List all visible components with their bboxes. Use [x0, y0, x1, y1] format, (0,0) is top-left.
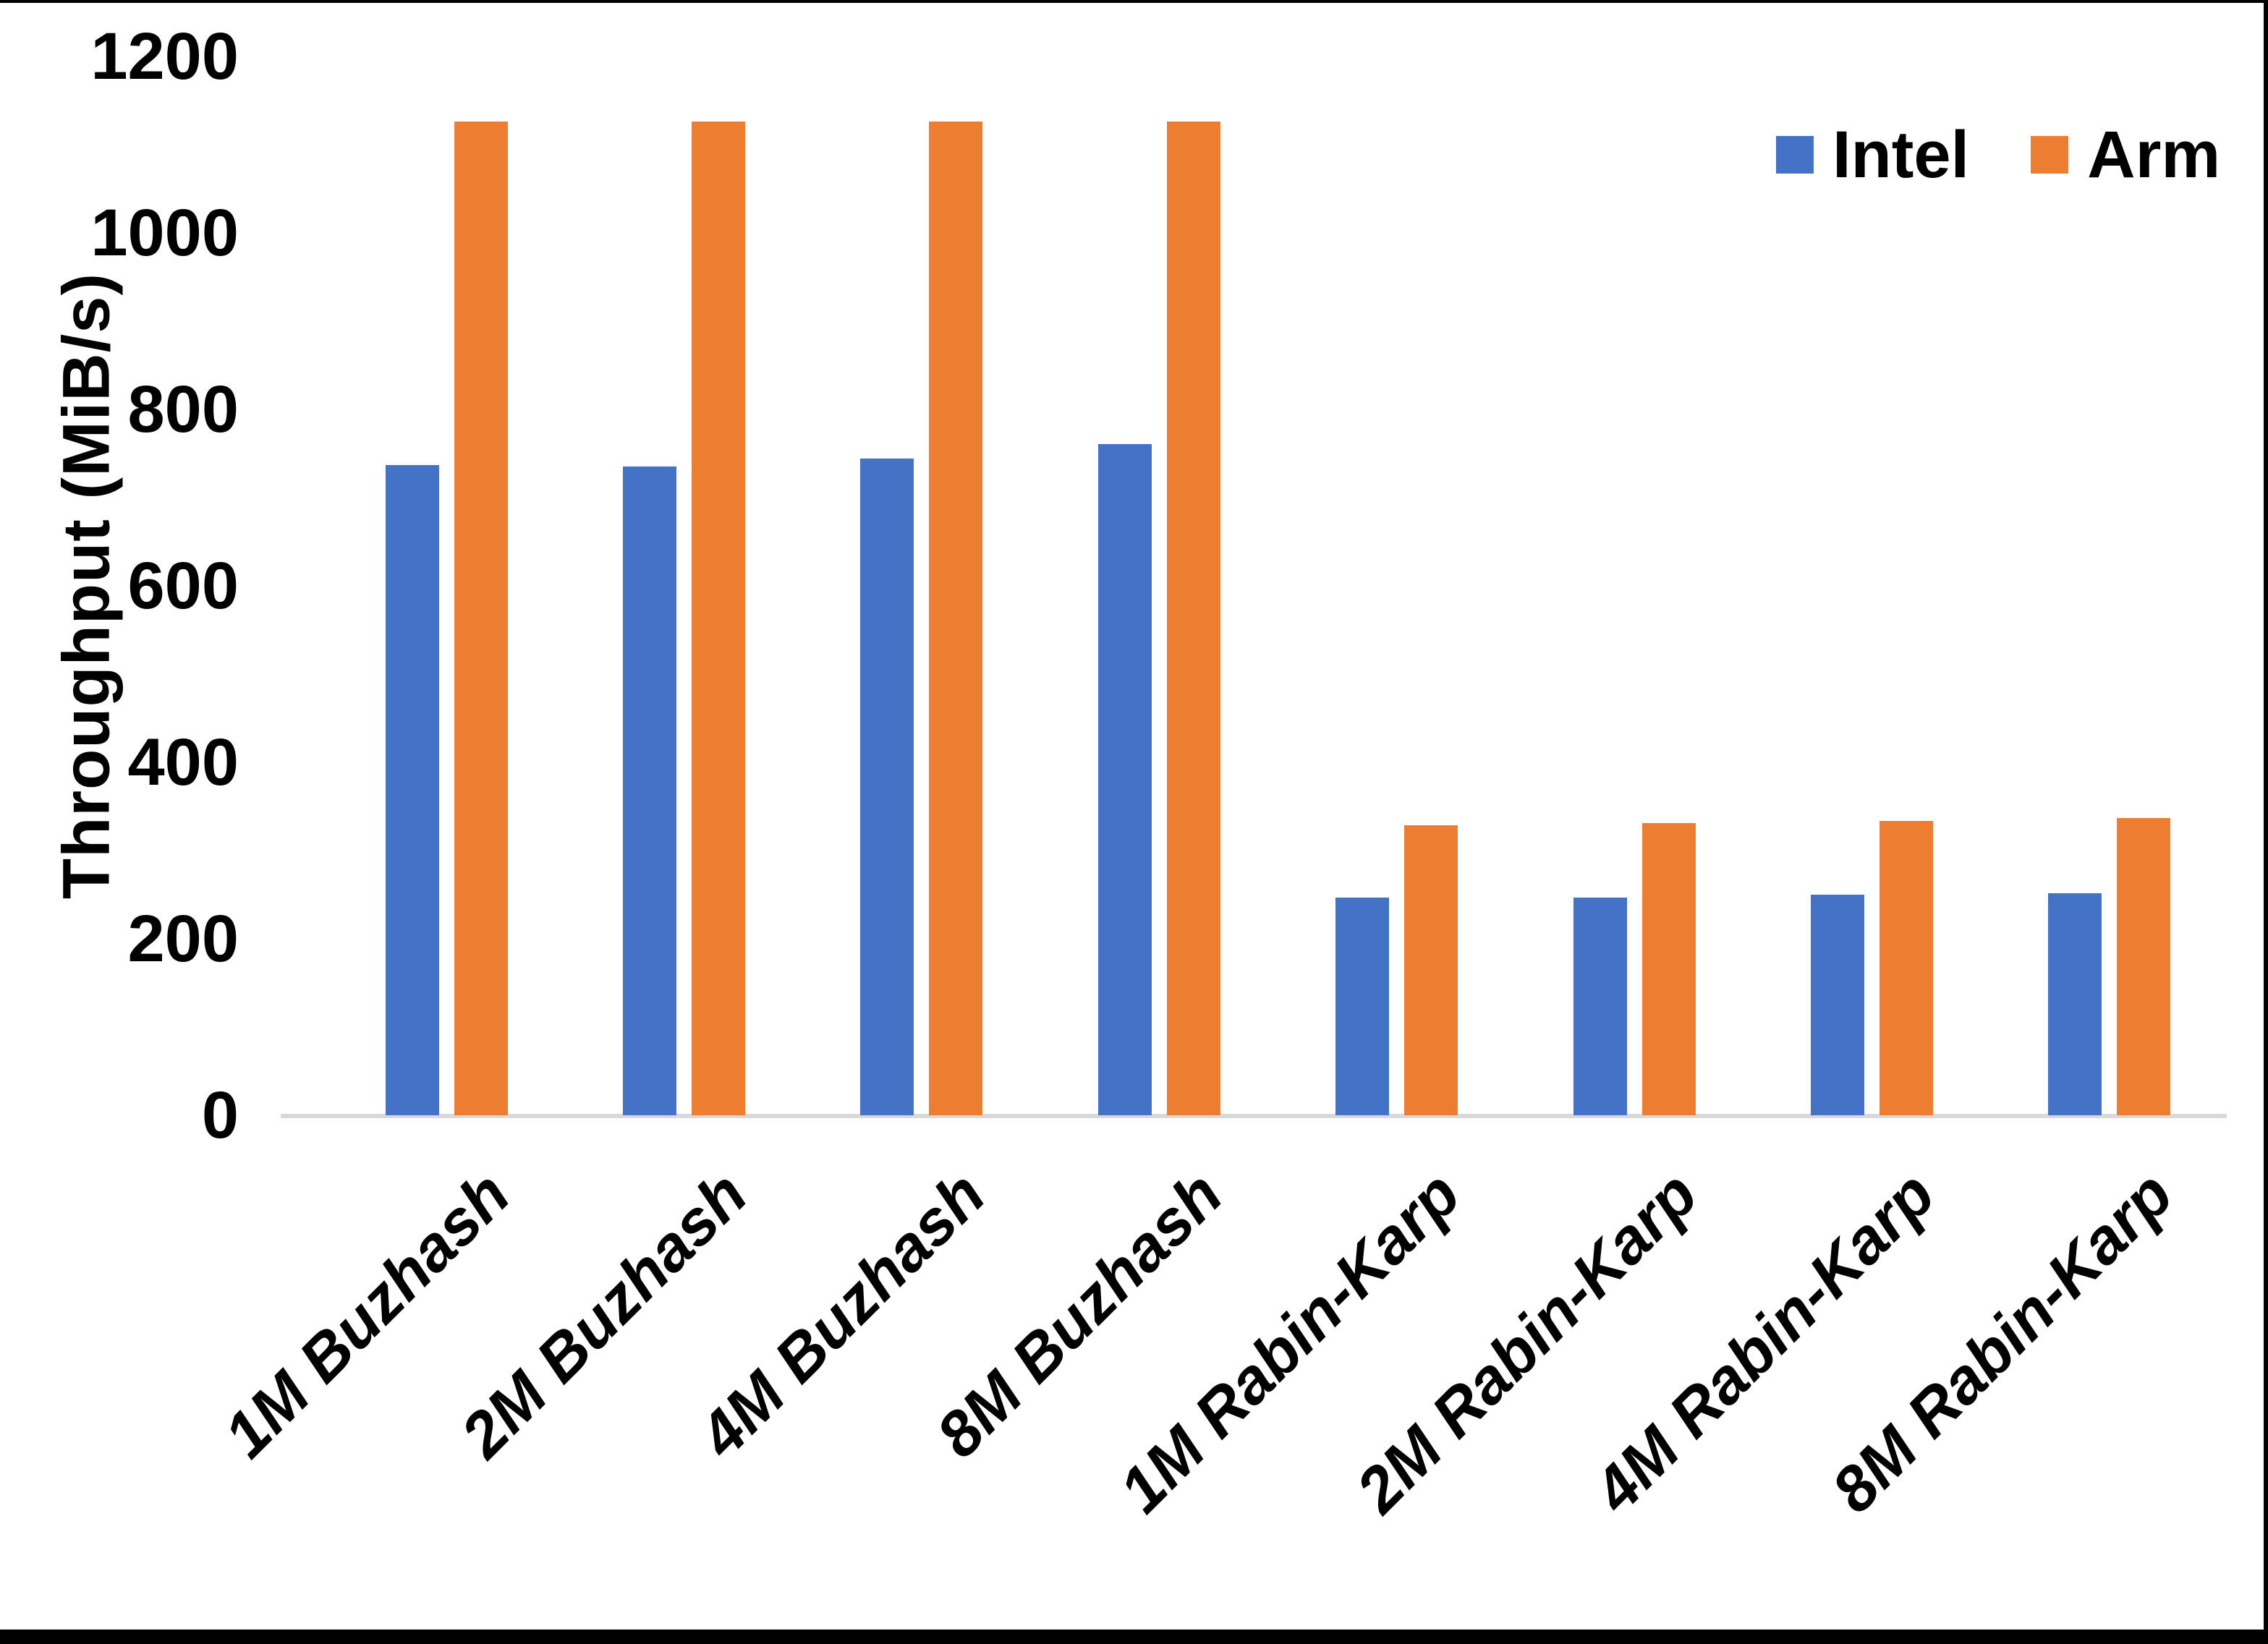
bar-arm	[454, 122, 508, 1115]
bar-group	[803, 56, 1040, 1115]
legend: Intel Arm	[1776, 122, 2220, 188]
bar-intel	[1573, 897, 1627, 1115]
bar-intel	[1335, 897, 1390, 1115]
y-tick-label: 1200	[90, 20, 239, 93]
bar-arm	[1404, 825, 1458, 1115]
bar-intel	[860, 459, 914, 1115]
bar-intel	[1810, 895, 1864, 1115]
bar-arm	[2117, 817, 2171, 1115]
bar-arm	[929, 122, 983, 1115]
bar-intel	[2048, 893, 2102, 1115]
bar-group	[1991, 56, 2228, 1115]
border-bottom	[0, 1630, 2268, 1644]
y-tick-label: 400	[127, 725, 239, 799]
legend-item-arm: Arm	[2031, 122, 2220, 188]
bar-intel	[1097, 443, 1152, 1115]
y-tick-label: 1000	[90, 196, 239, 270]
legend-swatch-arm-icon	[2031, 136, 2069, 174]
x-axis-line	[281, 1114, 2227, 1118]
bar-group	[1278, 56, 1516, 1115]
legend-item-intel: Intel	[1776, 122, 1969, 188]
border-top	[0, 0, 2268, 3]
bar-arm	[1166, 122, 1220, 1115]
y-tick-label: 800	[127, 372, 239, 446]
border-right	[2264, 0, 2268, 1644]
y-tick-label: 200	[127, 902, 239, 976]
legend-label-intel: Intel	[1832, 118, 1970, 192]
bar-group	[328, 56, 565, 1115]
legend-label-arm: Arm	[2087, 118, 2221, 192]
bar-arm	[1641, 823, 1696, 1115]
bar-intel	[623, 467, 677, 1115]
y-tick-label: 600	[127, 549, 239, 623]
bar-group	[1753, 56, 1990, 1115]
bar-arm	[1879, 820, 1933, 1115]
bar-arm	[692, 122, 746, 1115]
bar-intel	[385, 464, 439, 1115]
bars-area	[328, 56, 2228, 1115]
bar-group	[1516, 56, 1753, 1115]
y-tick-label: 0	[201, 1078, 239, 1152]
legend-swatch-intel-icon	[1776, 136, 1814, 174]
bar-group	[565, 56, 802, 1115]
bar-group	[1040, 56, 1278, 1115]
